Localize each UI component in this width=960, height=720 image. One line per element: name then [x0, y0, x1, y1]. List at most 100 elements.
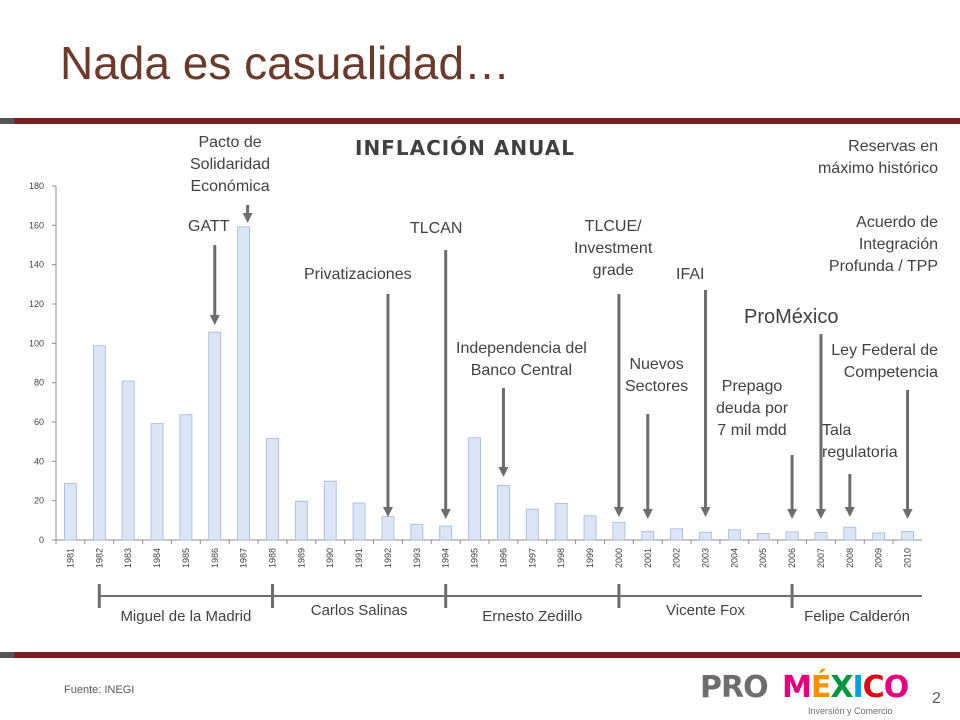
x-tick-label: 1990 [325, 548, 335, 568]
y-tick-label: 140 [29, 260, 44, 270]
annotation-label: Independencia del Banco Central [456, 338, 587, 382]
x-tick-label: 1998 [556, 548, 566, 568]
x-tick-label: 1996 [498, 548, 508, 568]
president-label: Miguel de la Madrid [120, 608, 252, 625]
y-tick-label: 120 [29, 299, 44, 309]
annotation-line: Sectores [625, 378, 689, 395]
annotation-line: Nuevos [629, 356, 684, 373]
promexico-logo: PRO MÉXICO Inversión y Comercio [700, 670, 909, 720]
annotation-line: Profunda / TPP [828, 258, 938, 275]
x-tick-label: 1997 [527, 548, 537, 568]
annotation-label: Pacto de Solidaridad Económica [190, 132, 270, 198]
annotation-line: grade [592, 262, 634, 279]
bar [699, 531, 712, 541]
annotation-label: Prepago deuda por 7 mil mdd [716, 376, 788, 442]
annotation-line: Prepago [721, 378, 783, 395]
x-tick-label: 1982 [94, 548, 104, 568]
bar [179, 414, 193, 541]
x-tick-label: 2005 [758, 548, 768, 568]
bar [583, 515, 597, 541]
annotation-line: Privatizaciones [304, 266, 412, 283]
bar [843, 526, 857, 541]
bar [727, 529, 741, 541]
annotation-line: Acuerdo de [856, 214, 938, 231]
x-tick-label: 2008 [845, 548, 855, 568]
logo-mexico-text: MÉXICO [782, 670, 909, 705]
annotation-label: IFAI [676, 264, 704, 286]
bar [525, 508, 539, 541]
x-tick-label: 2004 [729, 548, 739, 568]
bar [92, 345, 106, 541]
x-tick-label: 2000 [614, 548, 624, 568]
x-tick-label: 2003 [701, 548, 711, 568]
y-tick-label: 20 [34, 496, 44, 506]
annotation-line: IFAI [676, 266, 705, 283]
logo-pro-text: PRO [700, 670, 769, 705]
x-tick-label: 1984 [152, 548, 162, 568]
logo-letter: I [852, 670, 864, 705]
annotation-line: Pacto de [198, 134, 262, 151]
president-label: Vicente Fox [666, 602, 745, 619]
bar [150, 423, 164, 541]
annotation-line: TLCAN [410, 220, 463, 237]
x-tick-label: 1987 [239, 548, 249, 568]
bar [352, 502, 366, 541]
annotation-label: Acuerdo de Integración Profunda / TPP [829, 212, 938, 278]
x-tick-label: 2010 [903, 548, 913, 568]
annotation-line: Reservas en [848, 138, 938, 155]
x-tick-label: 1989 [296, 548, 306, 568]
bar [64, 483, 77, 541]
bar [121, 380, 135, 541]
logo-letter: X [830, 670, 853, 705]
x-tick-label: 1994 [441, 548, 451, 568]
x-tick-label: 2002 [672, 548, 682, 568]
bar [208, 331, 222, 541]
bar [237, 226, 251, 541]
president-label: Ernesto Zedillo [482, 608, 583, 625]
annotation-line: Tala [822, 422, 852, 439]
annotation-line: Competencia [843, 364, 938, 381]
bar [381, 516, 395, 541]
bar [410, 523, 424, 541]
x-tick-label: 1981 [65, 548, 75, 568]
annotation-label: ProMéxico [744, 306, 838, 328]
annotation-label: TLCUE/Investment grade [574, 216, 652, 282]
annotation-line: deuda por [716, 400, 789, 417]
page-number: 2 [932, 690, 941, 707]
y-tick-label: 180 [29, 181, 44, 191]
x-tick-label: 1986 [210, 548, 220, 568]
annotation-label: Tala regulatoria [822, 420, 898, 464]
y-tick-label: 0 [39, 535, 44, 545]
logo-letter: É [810, 670, 831, 705]
logo-letter: O [883, 670, 909, 705]
logo-letter: C [862, 670, 885, 705]
x-tick-label: 2007 [816, 548, 826, 568]
annotation-line: Independencia del [456, 340, 587, 357]
y-tick-label: 160 [29, 220, 44, 230]
annotation-line: 7 mil mdd [717, 422, 787, 439]
annotation-line: Integración [858, 236, 938, 253]
annotation-label: GATT [188, 216, 229, 238]
annotation-line: TLCUE/ [584, 218, 642, 235]
annotation-line: Solidaridad [190, 156, 271, 173]
x-tick-label: 1983 [123, 548, 133, 568]
bar [901, 530, 914, 541]
x-tick-label: 2006 [787, 548, 797, 568]
y-tick-label: 60 [34, 417, 44, 427]
bar [323, 480, 337, 541]
x-tick-label: 1991 [354, 548, 364, 568]
president-label: Carlos Salinas [310, 602, 408, 619]
x-tick-label: 1988 [268, 548, 278, 568]
x-tick-label: 2001 [643, 548, 653, 568]
president-label: Felipe Calderón [804, 608, 910, 625]
y-tick-label: 40 [34, 456, 44, 466]
bottom-divider [0, 652, 960, 658]
y-tick-label: 80 [34, 378, 44, 388]
source-note: Fuente: INEGI [64, 684, 135, 696]
annotation-line: regulatoria [822, 444, 898, 461]
bar [612, 521, 626, 541]
x-tick-label: 1993 [412, 548, 422, 568]
bar [554, 503, 568, 541]
annotation-line: Investment [574, 240, 653, 257]
